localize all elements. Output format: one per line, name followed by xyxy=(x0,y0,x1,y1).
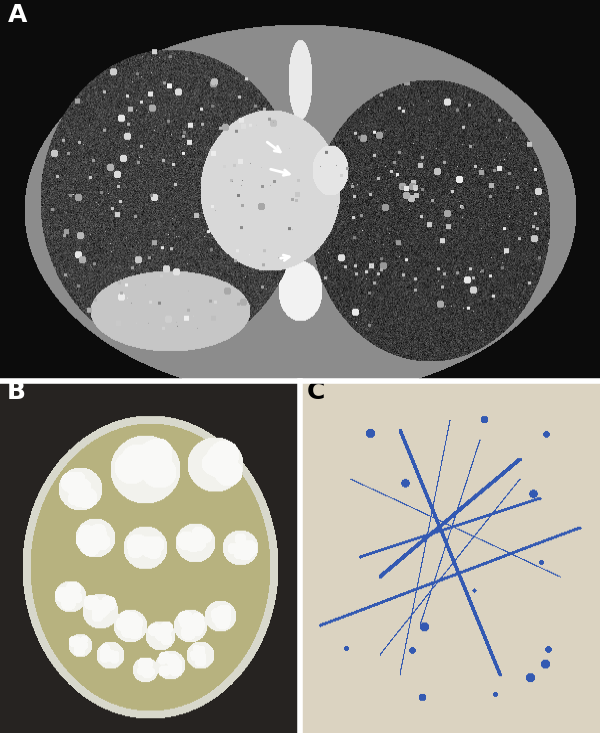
Text: C: C xyxy=(307,380,325,404)
Text: B: B xyxy=(7,380,25,404)
Text: A: A xyxy=(8,3,28,27)
